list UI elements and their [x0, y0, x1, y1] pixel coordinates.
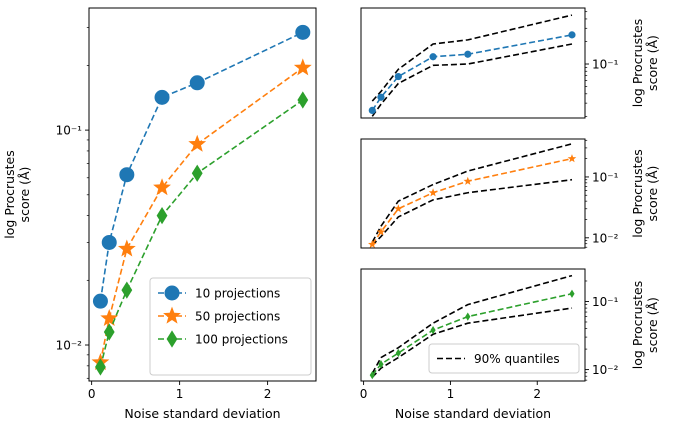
legend-label: 90% quantiles — [474, 352, 560, 366]
data-point — [95, 358, 106, 376]
data-point — [463, 176, 473, 185]
data-point — [568, 31, 576, 39]
data-point — [103, 323, 115, 341]
data-point — [92, 293, 108, 309]
data-point — [189, 75, 205, 91]
data-point — [121, 281, 133, 299]
legend: 10 projections 50 projections 100 projecti… — [149, 277, 312, 376]
legend-marker — [163, 306, 181, 324]
legend-label: 10 projections — [195, 287, 280, 301]
panel-1: 0 1 2 Noise standard deviation 10⁻² 10⁻¹ log P… — [2, 7, 317, 421]
y-axis-label: log Procrustesscore (Å) — [630, 149, 660, 237]
x-tick-label: 2 — [533, 387, 541, 401]
y-tick-label: 10⁻² — [592, 231, 619, 245]
data-point — [394, 72, 402, 81]
data-point — [394, 204, 403, 213]
data-point — [295, 24, 311, 40]
data-point — [188, 134, 207, 152]
legend-marker — [164, 285, 180, 301]
data-point — [117, 239, 136, 257]
x-tick-label: 0 — [88, 387, 96, 401]
data-point — [395, 348, 401, 358]
plot-area — [368, 14, 576, 117]
y-tick-label: 10⁻¹ — [592, 295, 619, 309]
data-point — [191, 164, 203, 182]
legend-box — [149, 277, 312, 376]
x-tick-label: 0 — [360, 387, 368, 401]
data-point — [154, 89, 170, 105]
plot-area — [368, 143, 577, 248]
legend-box — [428, 343, 580, 374]
y-tick-label: 10⁻¹ — [592, 170, 619, 184]
data-point — [368, 239, 377, 248]
legend-label: 50 projections — [195, 310, 280, 324]
legend-marker — [166, 330, 178, 348]
data-point — [377, 93, 385, 101]
data-point — [101, 234, 117, 250]
data-point — [569, 289, 575, 298]
x-axis-label: Noise standard deviation — [395, 406, 551, 421]
y-tick-label: 10⁻² — [592, 363, 619, 377]
x-tick-label: 1 — [447, 387, 455, 401]
quantile-line-lower — [371, 307, 573, 378]
data-point — [429, 53, 437, 61]
data-point — [153, 178, 171, 196]
data-point — [430, 325, 436, 335]
data-point — [465, 312, 471, 321]
y-axis-label: log Procrustesscore (Å) — [630, 281, 660, 369]
data-point — [119, 167, 135, 183]
panel-4: 0 1 2 Noise standard deviation 10⁻² 10⁻¹ log P… — [360, 268, 660, 421]
data-point — [293, 58, 312, 76]
y-tick-label: 10⁻² — [56, 339, 83, 353]
data-point — [376, 227, 386, 236]
x-axis-label: Noise standard deviation — [124, 406, 280, 421]
data-point — [368, 106, 376, 115]
series-line — [371, 157, 573, 245]
axes-frame — [360, 268, 586, 382]
x-tick-label: 2 — [264, 387, 272, 401]
quantile-line-lower — [371, 43, 573, 117]
plot-area — [91, 24, 312, 376]
data-point — [464, 50, 472, 58]
data-point — [567, 154, 577, 163]
y-tick-label: 10⁻¹ — [592, 58, 619, 72]
legend: 90% quantiles — [428, 343, 580, 374]
data-point — [378, 360, 384, 369]
quantile-line-upper — [371, 143, 573, 243]
x-tick-label: 1 — [176, 387, 184, 401]
series-line — [371, 34, 573, 111]
data-point — [297, 91, 309, 109]
y-axis-label: log Procrustesscore (Å) — [630, 19, 660, 107]
series-line — [99, 31, 304, 302]
panel-2: 10⁻¹ log Procrustesscore (Å) — [360, 7, 660, 119]
data-point — [369, 370, 375, 380]
axes-frame — [360, 7, 586, 119]
quantile-line-upper — [371, 14, 573, 102]
y-axis-label: log Procrustesscore (Å) — [2, 150, 32, 238]
quantile-line-upper — [371, 274, 573, 374]
plot-area — [369, 274, 575, 380]
axes-frame — [360, 138, 586, 249]
y-tick-label: 10⁻¹ — [56, 124, 83, 138]
data-point — [156, 206, 168, 225]
panel-3: 10⁻² 10⁻¹ log Procrustesscore (Å) — [360, 138, 660, 249]
data-point — [428, 188, 438, 197]
data-point — [100, 309, 119, 326]
legend-label: 100 projections — [195, 333, 288, 347]
quantile-line-lower — [371, 178, 573, 246]
